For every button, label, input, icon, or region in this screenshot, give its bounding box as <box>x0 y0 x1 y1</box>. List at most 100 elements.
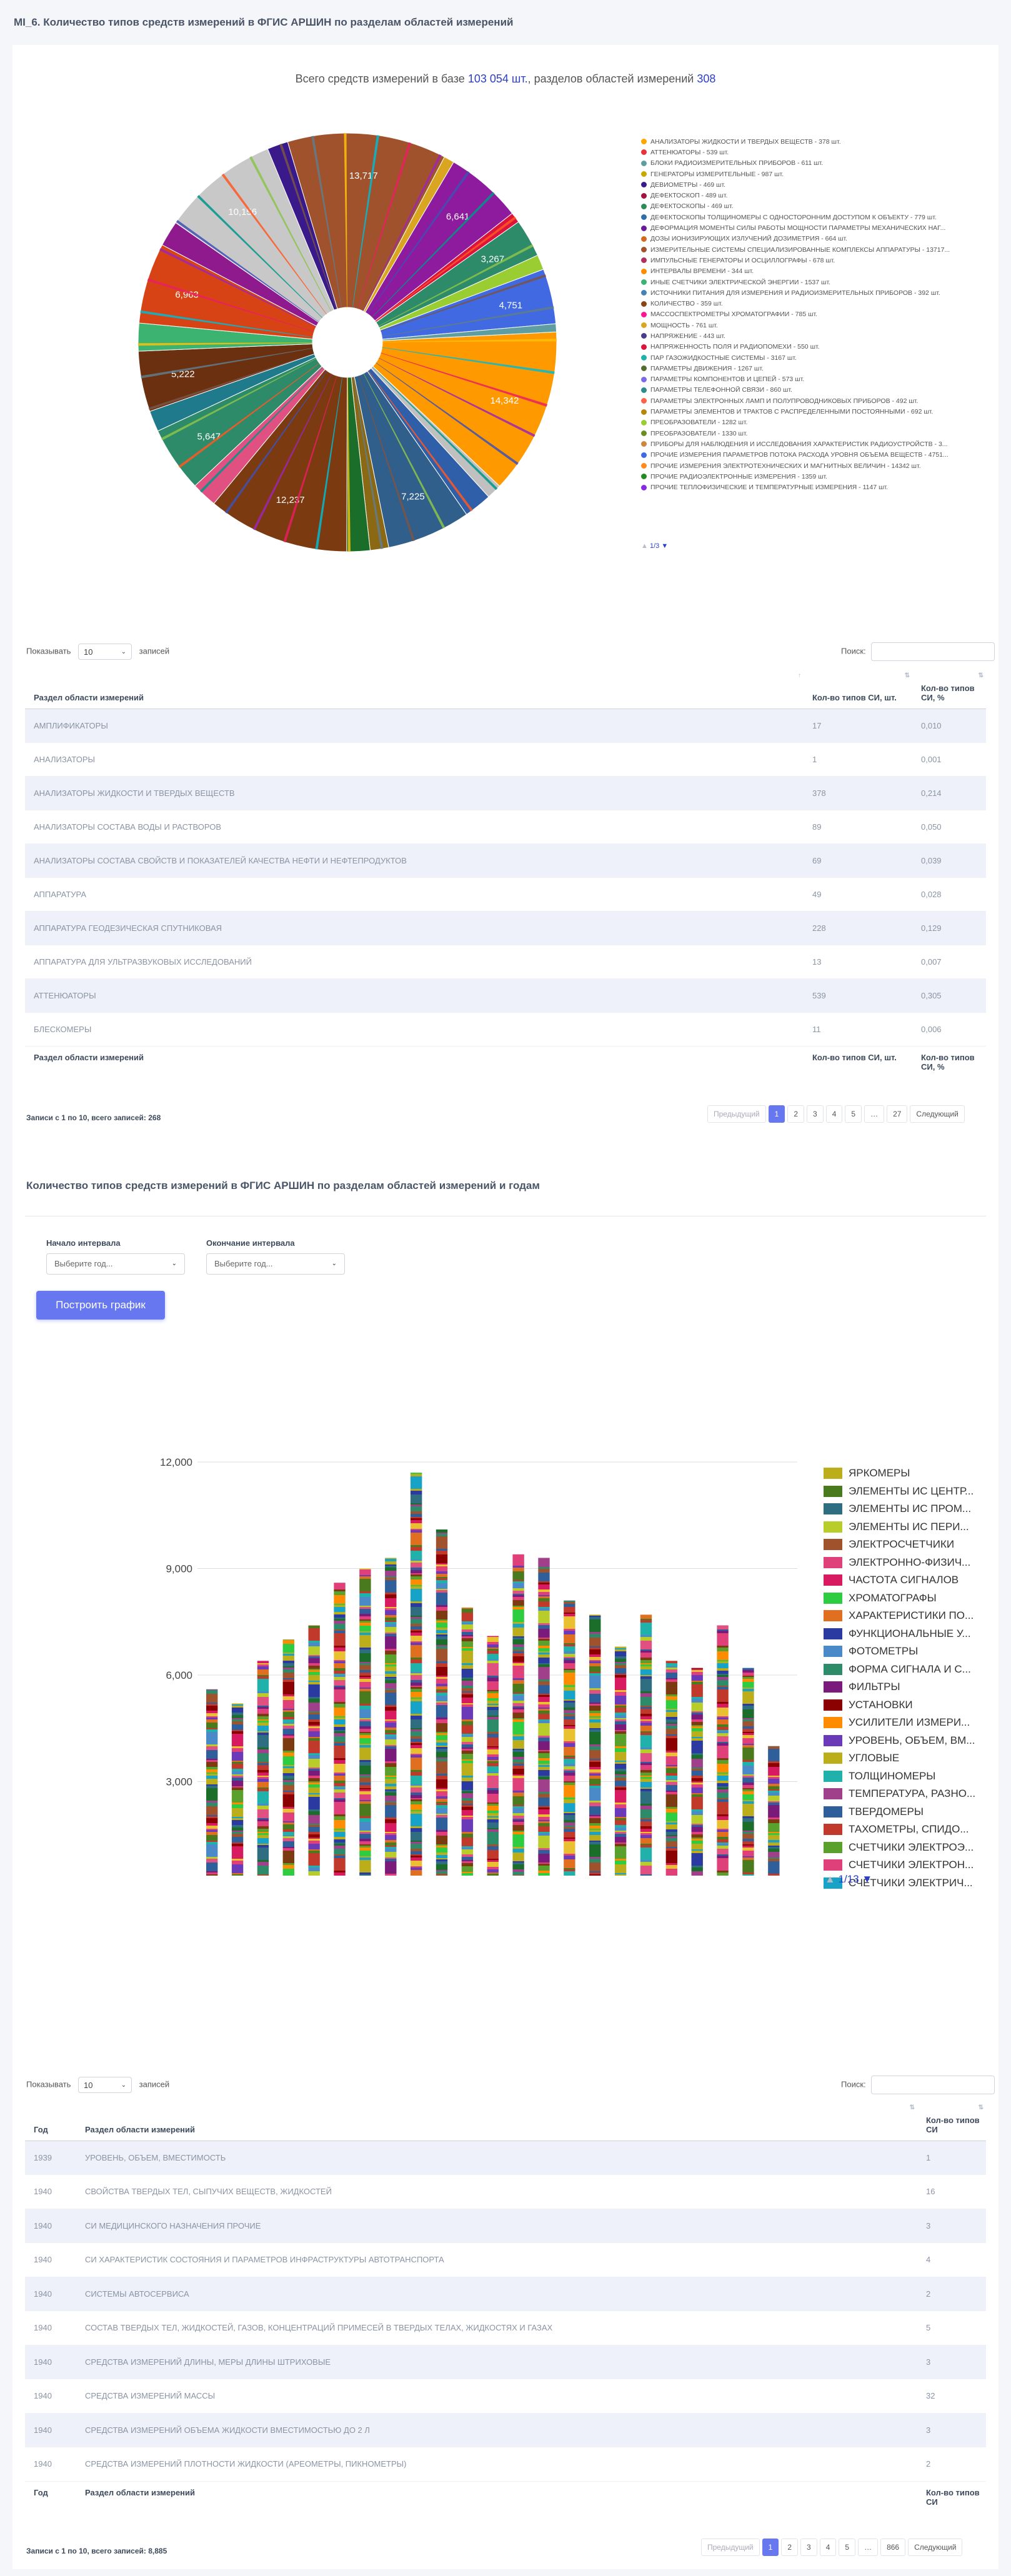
bar-segment[interactable] <box>487 1804 499 1806</box>
bar-segment[interactable] <box>640 1669 652 1675</box>
bar-segment[interactable] <box>308 1625 320 1626</box>
bar-segment[interactable] <box>410 1489 422 1491</box>
bar-segment[interactable] <box>410 1755 422 1758</box>
bar-segment[interactable] <box>640 1719 652 1721</box>
bar-segment[interactable] <box>768 1776 780 1777</box>
bar-segment[interactable] <box>334 1781 346 1783</box>
bar-segment[interactable] <box>589 1767 601 1769</box>
bar-segment[interactable] <box>640 1641 652 1649</box>
legend-item[interactable]: ИМПУЛЬСНЫЕ ГЕНЕРАТОРЫ И ОСЦИЛЛОГРАФЫ - 6… <box>641 255 1004 266</box>
bar-segment[interactable] <box>410 1624 422 1626</box>
bar-segment[interactable] <box>410 1844 422 1849</box>
bar-segment[interactable] <box>282 1829 294 1832</box>
bar-segment[interactable] <box>334 1816 346 1820</box>
bar-segment[interactable] <box>359 1844 371 1846</box>
bar-segment[interactable] <box>614 1708 627 1713</box>
bar-segment[interactable] <box>691 1682 703 1684</box>
bar-segment[interactable] <box>564 1820 575 1823</box>
bar-segment[interactable] <box>589 1786 601 1788</box>
bar-segment[interactable] <box>410 1563 422 1568</box>
legend-item[interactable]: ПРИБОРЫ ДЛЯ НАБЛЮДЕНИЯ И ИССЛЕДОВАНИЯ ХА… <box>641 439 1004 449</box>
bar-segment[interactable] <box>717 1858 729 1871</box>
bar-segment[interactable] <box>640 1845 652 1847</box>
bar-segment[interactable] <box>461 1635 474 1636</box>
bar-segment[interactable] <box>461 1759 474 1761</box>
bar-segment[interactable] <box>538 1629 550 1638</box>
bar-segment[interactable] <box>308 1839 320 1841</box>
bar-segment[interactable] <box>538 1753 550 1758</box>
bar-segment[interactable] <box>487 1705 499 1707</box>
bar-segment[interactable] <box>691 1839 703 1841</box>
bar-segment[interactable] <box>564 1766 575 1769</box>
bar-segment[interactable] <box>436 1605 448 1607</box>
bar-segment[interactable] <box>308 1776 320 1778</box>
bar-segment[interactable] <box>206 1857 218 1859</box>
table-row[interactable]: 1940 СОСТАВ ТВЕРДЫХ ТЕЛ, ЖИДКОСТЕЙ, ГАЗОВ… <box>25 2310 986 2345</box>
bar-segment[interactable] <box>231 1748 244 1752</box>
bar-segment[interactable] <box>564 1856 575 1859</box>
bar-segment[interactable] <box>334 1727 346 1730</box>
bar-segment[interactable] <box>308 1793 320 1794</box>
bar-segment[interactable] <box>257 1661 269 1663</box>
bar-segment[interactable] <box>640 1697 652 1706</box>
bar-segment[interactable] <box>231 1703 244 1704</box>
bar-segment[interactable] <box>742 1789 754 1791</box>
bar-segment[interactable] <box>334 1624 346 1629</box>
bar-segment[interactable] <box>436 1701 448 1703</box>
bar-segment[interactable] <box>436 1633 448 1634</box>
bar-segment[interactable] <box>461 1688 474 1691</box>
bar-segment[interactable] <box>359 1662 371 1663</box>
bar-segment[interactable] <box>538 1681 550 1685</box>
bar-segment[interactable] <box>410 1476 422 1489</box>
bar-segment[interactable] <box>512 1763 524 1764</box>
bar-segment[interactable] <box>231 1832 244 1834</box>
bar-segment[interactable] <box>512 1600 524 1606</box>
bar-segment[interactable] <box>589 1776 601 1779</box>
bar-segment[interactable] <box>768 1803 780 1805</box>
bar-segment[interactable] <box>512 1861 524 1862</box>
table-row[interactable]: 1940 СИ МЕДИЦИНСКОГО НАЗНАЧЕНИЯ ПРОЧИЕ 3 <box>25 2209 986 2243</box>
bar-segment[interactable] <box>282 1663 294 1666</box>
bar-segment[interactable] <box>538 1598 550 1601</box>
bar-segment[interactable] <box>691 1776 703 1778</box>
bar-segment[interactable] <box>691 1726 703 1728</box>
pie-slice[interactable] <box>161 358 317 440</box>
bar-segment[interactable] <box>461 1849 474 1854</box>
bar-segment[interactable] <box>231 1730 244 1731</box>
bar-segment[interactable] <box>410 1523 422 1529</box>
bar-segment[interactable] <box>334 1674 346 1675</box>
bar-segment[interactable] <box>614 1719 627 1721</box>
bar-segment[interactable] <box>359 1729 371 1732</box>
bar-segment[interactable] <box>691 1759 703 1768</box>
bar-segment[interactable] <box>257 1832 269 1833</box>
bar-segment[interactable] <box>461 1725 474 1734</box>
bar-segment[interactable] <box>742 1682 754 1688</box>
bar-segment[interactable] <box>512 1701 524 1703</box>
bar-segment[interactable] <box>742 1785 754 1788</box>
bar-segment[interactable] <box>334 1760 346 1764</box>
bar-segment[interactable] <box>487 1644 499 1648</box>
bar-segment[interactable] <box>359 1575 371 1576</box>
bar-segment[interactable] <box>487 1676 499 1678</box>
bar-segment[interactable] <box>614 1790 627 1803</box>
bar-segment[interactable] <box>665 1785 678 1791</box>
bar-segment[interactable] <box>385 1842 397 1846</box>
bar-segment[interactable] <box>461 1751 474 1754</box>
bar-segment[interactable] <box>334 1829 346 1830</box>
table-row[interactable]: АНАЛИЗАТОРЫ СОСТАВА СВОЙСТВ И ПОКАЗАТЕЛЕ… <box>25 843 986 878</box>
bar-segment[interactable] <box>665 1836 678 1838</box>
bar-segment[interactable] <box>717 1781 729 1783</box>
bar-segment[interactable] <box>334 1604 346 1605</box>
bar-segment[interactable] <box>410 1530 422 1533</box>
bar-segment[interactable] <box>385 1874 397 1876</box>
bar-segment[interactable] <box>538 1601 550 1607</box>
bar-segment[interactable] <box>487 1690 499 1691</box>
bar-segment[interactable] <box>538 1866 550 1871</box>
bar-segment[interactable] <box>359 1738 371 1744</box>
legend-item[interactable]: ПАРАМЕТРЫ ЭЛЕМЕНТОВ И ТРАКТОВ С РАСПРЕДЕ… <box>641 406 1004 417</box>
bar-segment[interactable] <box>410 1504 422 1506</box>
bar-segment[interactable] <box>436 1621 448 1623</box>
bar-segment[interactable] <box>512 1678 524 1680</box>
bar-segment[interactable] <box>665 1865 678 1869</box>
bar-segment[interactable] <box>640 1651 652 1653</box>
